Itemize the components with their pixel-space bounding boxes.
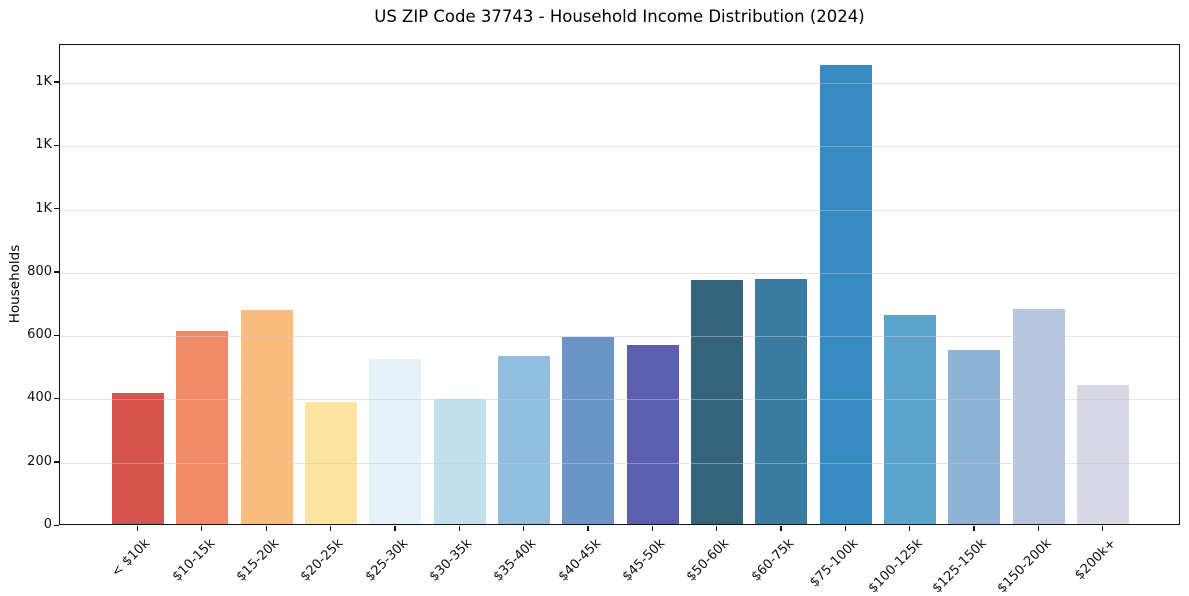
x-tick-label: $20-25k <box>298 536 347 585</box>
x-tick-label: $40-45k <box>555 536 604 585</box>
plot-area <box>59 44 1180 525</box>
y-tick-label: 0 <box>43 517 52 532</box>
bar-$35-40k <box>497 356 550 524</box>
x-tick-mark <box>844 526 847 531</box>
gridline-1K <box>60 209 1179 211</box>
bar-$150-200k <box>1012 308 1065 524</box>
y-tick-mark <box>54 81 59 83</box>
x-tick-label: $150-200k <box>994 536 1055 596</box>
y-tick-label: 200 <box>27 453 52 469</box>
y-tick-label: 1K <box>35 137 52 153</box>
gridline-1K <box>60 146 1179 148</box>
bar-$125-150k <box>948 349 1001 524</box>
bar-< $10k <box>111 392 164 524</box>
gridline-800 <box>60 272 1179 274</box>
x-tick-label: $60-75k <box>748 536 798 585</box>
bar-$60-75k <box>755 278 808 524</box>
x-tick-mark <box>458 526 460 531</box>
y-tick-label: 400 <box>27 390 52 406</box>
x-tick-mark <box>780 526 782 531</box>
x-tick-label: $45-50k <box>619 536 669 585</box>
x-tick-label: $125-150k <box>929 536 991 596</box>
x-tick-mark <box>136 526 139 531</box>
y-tick-mark <box>54 524 59 526</box>
x-tick-mark <box>973 526 975 531</box>
x-tick-label: $15-20k <box>233 536 283 585</box>
y-tick-label: 1K <box>35 73 52 89</box>
x-tick-mark <box>201 526 203 531</box>
gridline-1K <box>60 82 1179 84</box>
x-tick-mark <box>587 526 589 531</box>
y-tick-label: 800 <box>27 263 52 279</box>
bar-$45-50k <box>626 345 679 524</box>
gridline-200 <box>60 462 1179 464</box>
bar-$100-125k <box>884 315 937 524</box>
x-tick-label: $200k+ <box>1071 536 1119 584</box>
bar-$30-35k <box>433 399 486 524</box>
x-tick-mark <box>1102 526 1104 531</box>
bar-$200k+ <box>1077 384 1130 524</box>
y-tick-mark <box>54 208 59 210</box>
y-tick-mark <box>54 144 59 147</box>
y-tick-label: 1K <box>35 200 52 216</box>
x-tick-mark <box>651 526 653 531</box>
y-tick-label: 600 <box>27 327 52 343</box>
y-tick-mark <box>54 334 59 336</box>
x-tick-label: $35-40k <box>491 536 540 585</box>
y-tick-mark <box>54 461 59 463</box>
bar-$10-15k <box>176 330 229 524</box>
bar-$25-30k <box>369 359 422 524</box>
x-tick-label: < $10k <box>109 536 154 581</box>
x-tick-mark <box>716 526 718 531</box>
x-tick-label: $75-100k <box>807 536 862 591</box>
chart-title: US ZIP Code 37743 - Household Income Dis… <box>374 7 865 26</box>
bar-$40-45k <box>562 337 615 524</box>
y-tick-mark <box>54 271 59 273</box>
bar-$75-100k <box>819 65 872 524</box>
bar-$15-20k <box>240 310 293 524</box>
x-tick-label: $25-30k <box>362 536 411 585</box>
x-tick-label: $30-35k <box>426 536 476 585</box>
x-tick-label: $50-60k <box>684 536 733 585</box>
x-tick-mark <box>909 526 911 531</box>
gridline-600 <box>60 336 1179 338</box>
bar-$50-60k <box>691 280 744 524</box>
y-tick-mark <box>54 397 59 400</box>
x-tick-mark <box>329 526 332 531</box>
x-tick-label: $100-125k <box>865 536 926 596</box>
x-tick-mark <box>522 526 525 531</box>
y-axis-label: Households <box>7 244 23 324</box>
x-tick-mark <box>1037 526 1040 531</box>
x-tick-mark <box>265 526 267 531</box>
gridline-400 <box>60 399 1179 401</box>
x-tick-label: $10-15k <box>169 536 218 585</box>
x-tick-mark <box>394 526 396 531</box>
